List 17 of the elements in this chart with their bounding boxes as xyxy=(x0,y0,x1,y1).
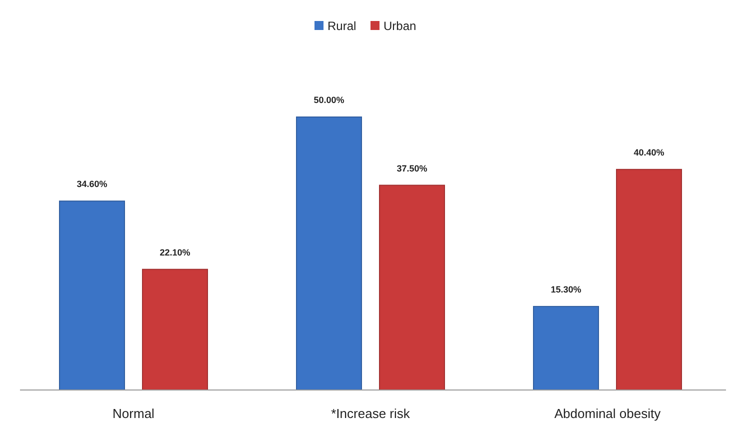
bar xyxy=(142,268,208,390)
legend-label: Rural xyxy=(328,19,356,33)
legend-label: Urban xyxy=(384,19,416,33)
data-label: 40.40% xyxy=(634,147,664,158)
x-tick-label: Normal xyxy=(112,406,155,421)
bar xyxy=(379,184,445,390)
data-label: 50.00% xyxy=(314,95,344,105)
data-label: 37.50% xyxy=(396,163,428,174)
data-label: 15.30% xyxy=(550,284,582,294)
bar xyxy=(296,116,362,390)
data-label: 34.60% xyxy=(76,179,108,190)
bar xyxy=(59,200,125,390)
bar xyxy=(616,168,682,390)
data-label: 22.10% xyxy=(160,247,190,258)
x-tick-label: *Increase risk xyxy=(331,406,410,421)
bar xyxy=(533,306,599,390)
x-tick-label: Abdominal obesity xyxy=(554,406,662,421)
